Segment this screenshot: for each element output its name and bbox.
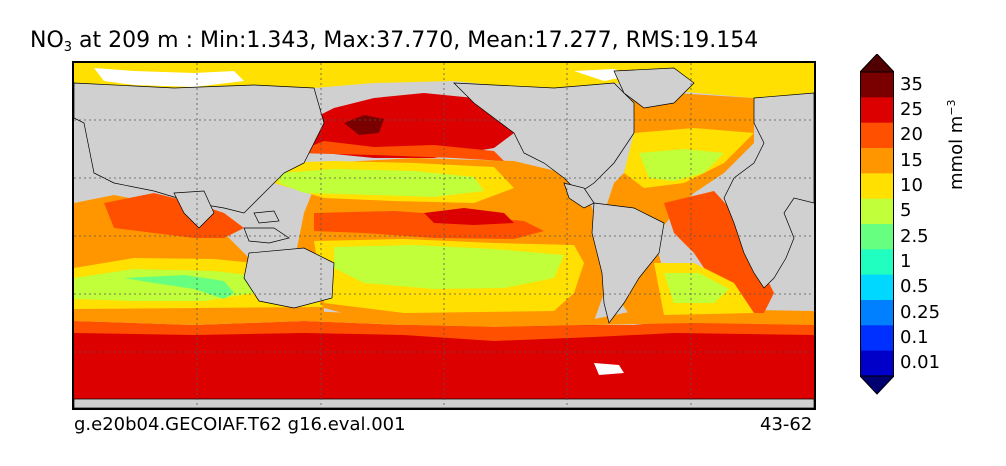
colorbar-level-label: 5: [900, 200, 912, 222]
colorbar-swatch: [860, 72, 894, 98]
north-pacific-green-gyre: [279, 169, 484, 197]
india-landmass: [173, 190, 215, 229]
colorbar-swatch: [860, 274, 894, 301]
colorbar-swatch: [860, 173, 894, 200]
colorbar-level-label: 10: [900, 174, 923, 196]
colorbar: [860, 54, 894, 395]
equatorial-pacific-red: [424, 208, 514, 225]
se-asia-islands: [243, 210, 290, 244]
indian-ocean-mint: [124, 275, 234, 299]
colorbar-swatch: [860, 97, 894, 124]
arctic-ice: [94, 68, 634, 87]
lat-lon-grid: [74, 63, 814, 408]
colorbar-swatch: [860, 299, 894, 326]
colorbar-level-label: 0.01: [900, 352, 941, 374]
colorbar-swatch: [860, 198, 894, 225]
colorbar-swatch: [860, 249, 894, 276]
east-atlantic-upwelling: [664, 191, 774, 313]
colorbar-bottom-extend: [860, 375, 894, 395]
south-atlantic-green: [664, 273, 729, 303]
colorbar-swatch: [860, 147, 894, 174]
colorbar-level-label: 0.5: [900, 276, 929, 298]
south-pacific-green-gyre: [334, 245, 564, 289]
north-pacific-red: [304, 93, 514, 158]
north-atlantic-green-gyre: [639, 149, 724, 181]
case-name-label: g.e20b04.GECOIAF.T62 g16.eval.001: [74, 414, 406, 435]
colorbar-level-label: 2.5: [900, 225, 929, 247]
colorbar-level-label: 0.25: [900, 301, 941, 323]
arabian-sea-orange: [104, 193, 244, 238]
colorbar-top-extend: [860, 54, 894, 73]
colorbar-level-label: 15: [900, 149, 923, 171]
colorbar-swatch: [860, 350, 894, 377]
colorbar-level-label: 25: [900, 98, 923, 120]
southern-ocean-dark-red: [74, 325, 814, 399]
asia-landmass: [74, 82, 325, 214]
southern-ocean-orange-band: [74, 321, 814, 341]
greenland-landmass: [613, 67, 695, 109]
central-america: [563, 182, 595, 209]
australia-landmass: [243, 247, 335, 309]
north-pacific-orange-band: [294, 141, 504, 161]
colorbar-level-label: 20: [900, 124, 923, 146]
south-america-landmass: [591, 202, 665, 324]
colorbar-swatch: [860, 325, 894, 352]
colorbar-swatch: [860, 223, 894, 250]
colorbar-unit-label: mmol m−3: [945, 99, 967, 190]
colorbar-level-label: 35: [900, 73, 923, 95]
colorbar-level-label: 0.1: [900, 326, 929, 348]
europe-africa-landmass: [723, 92, 814, 289]
colorbar-swatch: [860, 122, 894, 149]
years-label: 43-62: [760, 414, 813, 435]
map-panel: [72, 61, 816, 410]
ocean-nitrate-map: [74, 63, 814, 408]
plot-title: NO3 at 209 m : Min:1.343, Max:37.770, Me…: [30, 28, 759, 55]
antarctica-ice: [594, 363, 624, 375]
colorbar-level-label: 1: [900, 250, 912, 272]
